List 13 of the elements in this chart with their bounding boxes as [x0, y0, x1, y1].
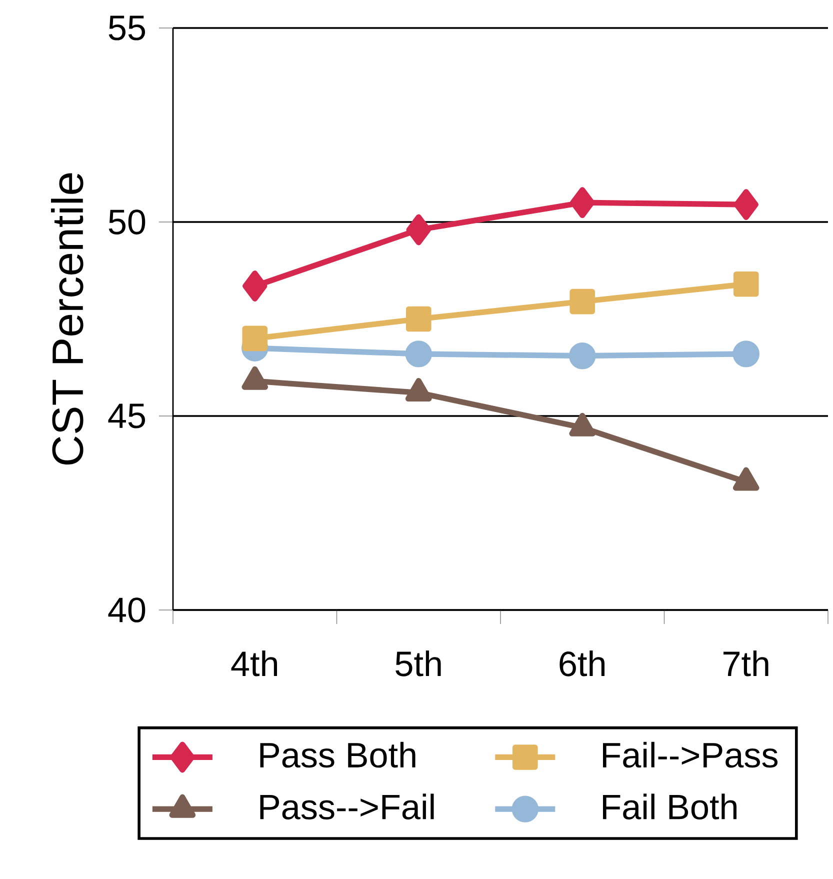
y-axis-title: CST Percentile: [51, 173, 84, 465]
x-tick-label: 7th: [723, 650, 768, 676]
legend-label: Fail Both: [602, 794, 736, 820]
y-tick-label: 55: [108, 16, 146, 40]
y-tick-label: 40: [108, 598, 146, 622]
y-tick-label: 50: [108, 210, 146, 234]
x-tick-label: 4th: [231, 650, 278, 676]
legend-label: Pass-->Fail: [260, 794, 434, 820]
x-tick-label: 5th: [396, 650, 441, 676]
legend-label: Fail-->Pass: [602, 742, 778, 768]
x-tick-label: 6th: [560, 650, 604, 676]
y-tick-label: 45: [108, 404, 146, 428]
legend-label: Pass Both: [260, 742, 416, 768]
